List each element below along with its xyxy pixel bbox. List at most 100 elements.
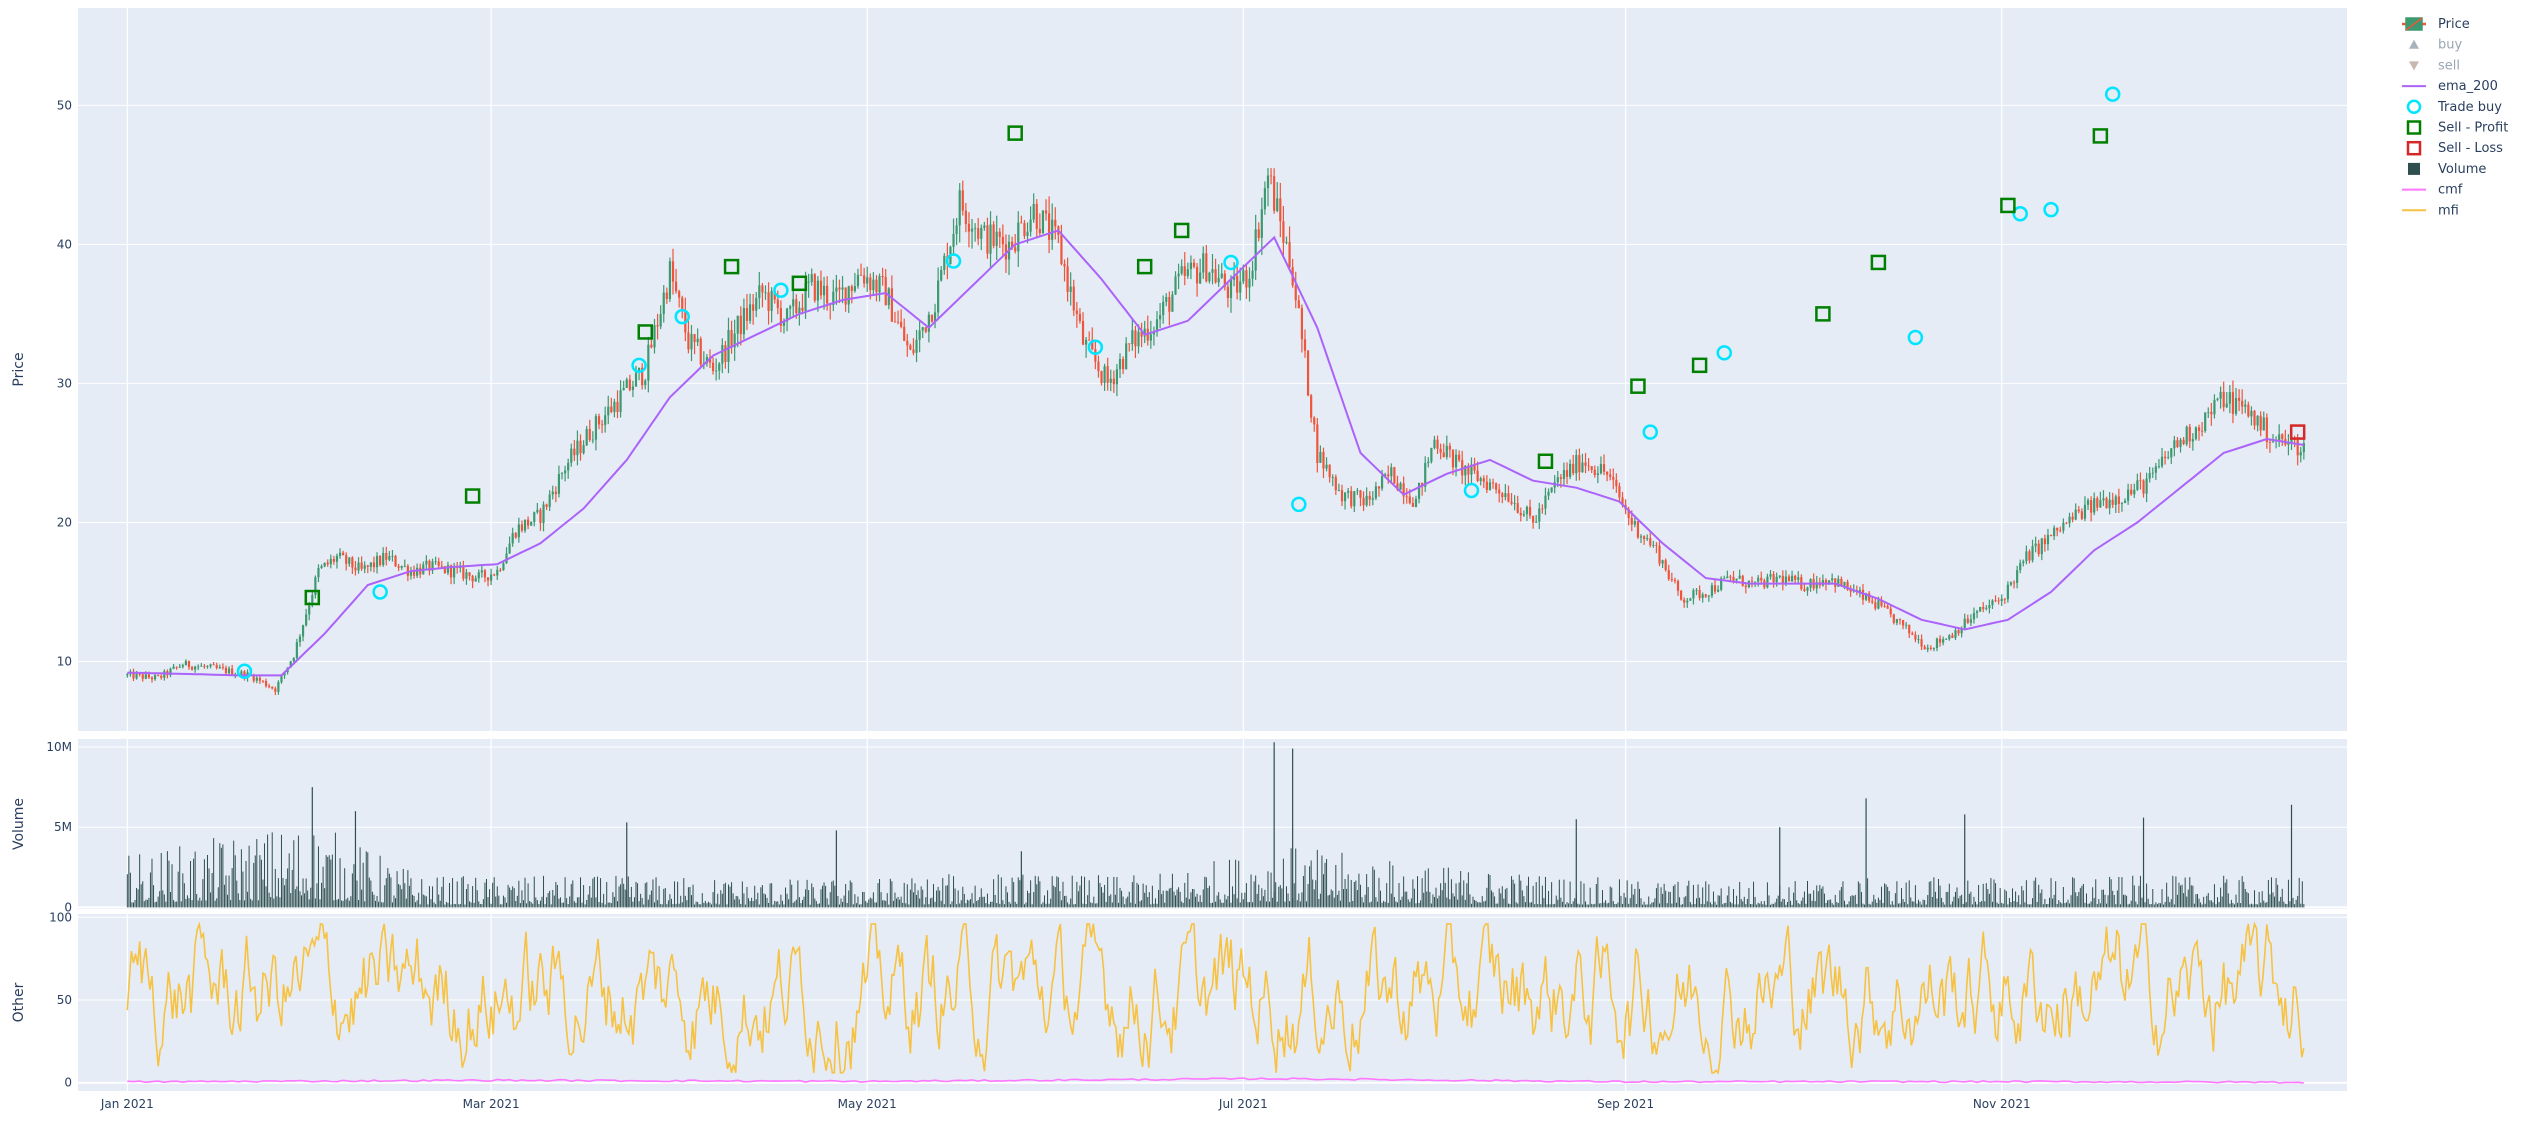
volume-bar	[1941, 897, 1943, 908]
volume-bar	[959, 903, 961, 908]
volume-bar	[979, 897, 981, 908]
candle-body	[505, 553, 508, 564]
volume-bar	[1330, 889, 1332, 908]
volume-bar	[1091, 903, 1093, 908]
volume-bar	[2052, 898, 2054, 908]
volume-bar	[1282, 858, 1284, 908]
volume-bar	[564, 877, 566, 908]
candle-body	[372, 562, 376, 568]
candle-body	[1692, 590, 1695, 599]
volume-bar	[1253, 881, 1255, 908]
candle-body	[1223, 273, 1226, 287]
candle-body	[600, 424, 604, 426]
candle-body	[2167, 457, 2170, 459]
volume-bar	[2224, 882, 2226, 908]
volume-bar	[842, 901, 844, 908]
volume-bar	[757, 892, 759, 908]
volume-bar	[1902, 899, 1904, 908]
candle-body	[952, 233, 955, 247]
volume-bar	[1973, 896, 1975, 908]
candle-body	[382, 553, 385, 565]
volume-bar	[1304, 865, 1306, 908]
volume-bar	[245, 860, 247, 908]
ylabel-price: Price	[11, 352, 27, 386]
volume-bar	[2264, 902, 2266, 908]
candle-body	[542, 504, 545, 523]
volume-bar	[1324, 862, 1326, 908]
volume-bar	[1235, 859, 1237, 908]
volume-bar	[1188, 899, 1190, 908]
volume-bar	[217, 887, 219, 908]
volume-bar	[145, 899, 147, 908]
candle-body	[792, 299, 795, 307]
volume-bar	[1927, 895, 1929, 908]
volume-bar	[1384, 901, 1386, 908]
volume-bar	[348, 900, 350, 908]
candle-body	[681, 297, 684, 311]
volume-bar	[475, 877, 477, 908]
candle-body	[1572, 463, 1575, 474]
candle-body	[351, 557, 354, 568]
volume-bar	[2015, 891, 2017, 908]
volume-bar	[775, 901, 777, 908]
volume-bar	[1366, 874, 1368, 908]
candle-body	[277, 682, 280, 692]
volume-bar	[911, 878, 913, 908]
candle-body	[1584, 462, 1587, 466]
volume-bar	[892, 900, 894, 908]
candle-body	[1679, 590, 1683, 600]
volume-bar	[658, 885, 660, 908]
volume-bar	[1037, 876, 1039, 908]
volume-bar	[1569, 881, 1571, 908]
volume-bar	[569, 896, 571, 908]
volume-bar	[1956, 887, 1958, 908]
candle-body	[659, 314, 662, 327]
volume-bar	[2144, 902, 2146, 908]
volume-bar	[624, 889, 626, 908]
volume-bar	[1557, 899, 1559, 908]
volume-bar	[1524, 902, 1526, 908]
volume-bar	[1322, 874, 1324, 908]
volume-bar	[1945, 891, 1947, 908]
volume-bar	[509, 887, 511, 908]
candle-body	[1393, 467, 1396, 484]
candle-body	[1106, 366, 1109, 383]
candle-body	[869, 277, 872, 291]
volume-bar	[741, 881, 743, 908]
candle-body	[1713, 585, 1717, 592]
volume-bar	[1734, 904, 1736, 908]
volume-bar	[1594, 903, 1596, 908]
candle-body	[1840, 578, 1843, 586]
volume-bar	[983, 896, 985, 908]
candle-body	[1353, 491, 1356, 507]
volume-bar	[393, 895, 395, 908]
volume-bar	[1392, 865, 1394, 908]
volume-bar	[1554, 903, 1556, 908]
candle-body	[1035, 203, 1038, 229]
candle-body	[1288, 242, 1291, 268]
candle-body	[335, 555, 339, 562]
volume-bar	[889, 878, 891, 908]
volume-bar	[600, 878, 602, 908]
candle-body	[1772, 574, 1775, 583]
volume-bar	[834, 885, 836, 908]
volume-bar	[1381, 902, 1383, 908]
candle-body	[200, 665, 203, 667]
volume-bar	[2025, 880, 2027, 908]
volume-bar	[573, 901, 575, 908]
volume-bar	[1470, 903, 1472, 908]
volume-bar	[717, 893, 719, 908]
volume-bar	[1511, 876, 1513, 908]
volume-bar	[432, 886, 434, 908]
candle-body	[499, 569, 502, 571]
candle-body	[1985, 608, 1988, 609]
volume-bar	[553, 895, 555, 908]
volume-bar	[1540, 904, 1542, 908]
candle-body	[1433, 439, 1436, 448]
candle-body	[730, 329, 733, 348]
volume-bar	[1250, 874, 1252, 908]
volume-bar	[421, 879, 423, 908]
volume-bar	[909, 889, 911, 908]
volume-bar	[899, 899, 901, 908]
volume-bar	[672, 904, 674, 908]
